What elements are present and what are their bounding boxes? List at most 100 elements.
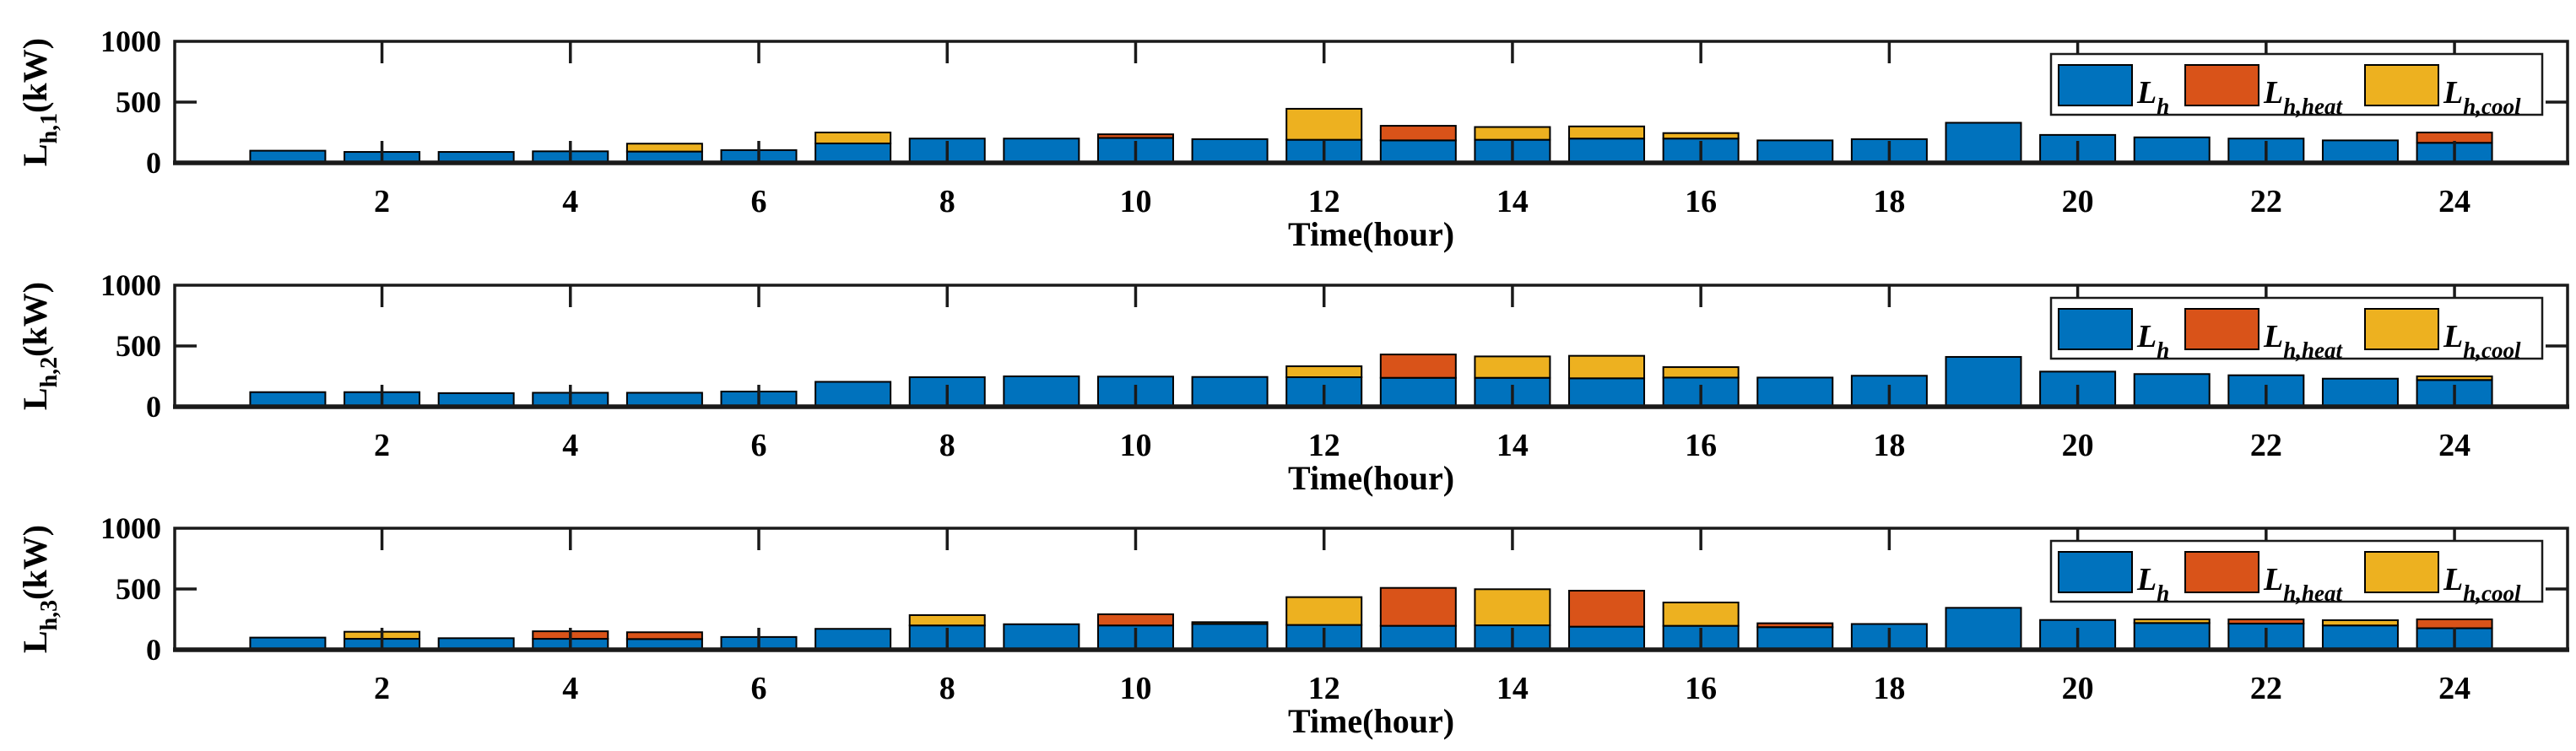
- x-tick-label: 6: [751, 428, 767, 463]
- bar-segment-cool-h12: [1285, 107, 1363, 141]
- bar-segment-load-h19: [1945, 355, 2022, 408]
- x-tick-label: 14: [1496, 671, 1529, 706]
- bar-segment-cool-h14: [1474, 355, 1551, 379]
- legend-label-cool: Lh,cool: [2443, 562, 2521, 606]
- subplot-2: 2 4 6 8 10 12 14 16 18 20 22 2405001000Lh,2(kW)Time…: [16, 268, 2569, 497]
- x-tick-label: 12: [1308, 428, 1340, 463]
- bar-segment-load-h11: [1191, 138, 1269, 164]
- bar-segment-heat-h17: [1756, 622, 1834, 629]
- bar-segment-load-h23: [2321, 377, 2399, 408]
- bar-segment-load-h21: [2133, 622, 2211, 651]
- legend: Lh Lh,heat Lh,cool: [2049, 539, 2544, 606]
- bar-segment-cool-h21: [2133, 619, 2211, 624]
- legend-label-cool: Lh,cool: [2443, 319, 2521, 363]
- x-tick-label: 8: [939, 671, 955, 706]
- x-tick-label: 22: [2250, 428, 2282, 463]
- x-axis-label: Time(hour): [1288, 702, 1454, 740]
- y-tick-label: 500: [116, 572, 161, 606]
- y-axis-label: Lh,2(kW): [16, 282, 62, 410]
- bar-segment-load-h7: [814, 381, 892, 408]
- bar-segment-heat-h13: [1379, 354, 1457, 379]
- legend-swatch-heat: [2184, 308, 2259, 350]
- bar-segment-cool-h16: [1662, 366, 1740, 379]
- bar-segment-heat-h13: [1379, 125, 1457, 142]
- x-tick-label: 22: [2250, 671, 2282, 706]
- bar-segment-heat-h15: [1568, 590, 1646, 628]
- x-tick-label: 24: [2438, 428, 2470, 463]
- y-tick-label: 500: [116, 85, 161, 119]
- bar-segment-load-h19: [1945, 607, 2022, 651]
- bar-segment-load-h21: [2133, 373, 2211, 408]
- x-tick-label: 14: [1496, 428, 1529, 463]
- bar-segment-heat-h13: [1379, 586, 1457, 627]
- legend-swatch-load: [2058, 64, 2133, 106]
- bar-segment-cool-h7: [814, 132, 892, 144]
- y-tick-label: 0: [146, 390, 161, 424]
- legend-swatch-cool: [2364, 308, 2439, 350]
- x-axis-label: Time(hour): [1288, 459, 1454, 497]
- legend: Lh Lh,heat Lh,cool: [2049, 52, 2544, 119]
- x-tick-label: 10: [1119, 184, 1151, 219]
- x-tick-label: 10: [1119, 428, 1151, 463]
- x-tick-label: 16: [1685, 671, 1717, 706]
- x-tick-label: 20: [2062, 428, 2094, 463]
- legend-swatch-cool: [2364, 551, 2439, 593]
- x-tick-label: 2: [374, 428, 390, 463]
- bar-segment-load-h17: [1756, 626, 1834, 651]
- bar-segment-load-h9: [1003, 623, 1080, 651]
- bar-segment-load-h13: [1379, 376, 1457, 408]
- bar-segment-load-h7: [814, 628, 892, 651]
- x-tick-label: 6: [751, 671, 767, 706]
- bar-segment-load-h7: [814, 142, 892, 165]
- x-tick-label: 24: [2438, 671, 2470, 706]
- legend: Lh Lh,heat Lh,cool: [2049, 296, 2544, 363]
- y-tick-label: 0: [146, 146, 161, 180]
- x-tick-label: 20: [2062, 184, 2094, 219]
- x-tick-label: 20: [2062, 671, 2094, 706]
- bar-segment-load-h9: [1003, 376, 1080, 408]
- bar-segment-heat-h10: [1096, 133, 1174, 139]
- bar-segment-load-h19: [1945, 122, 2022, 164]
- legend-label-load: Lh: [2136, 562, 2169, 606]
- bar-segment-load-h21: [2133, 136, 2211, 164]
- bar-segment-cool-h14: [1474, 588, 1551, 627]
- bar-segment-cool-h15: [1568, 125, 1646, 140]
- x-tick-label: 18: [1873, 184, 1905, 219]
- y-tick-label: 0: [146, 633, 161, 667]
- bar-segment-cool-h5: [625, 143, 703, 153]
- bar-segment-load-h23: [2321, 624, 2399, 651]
- bar-segment-load-h23: [2321, 139, 2399, 164]
- x-axis-label: Time(hour): [1288, 215, 1454, 253]
- y-tick-label: 1000: [100, 511, 161, 545]
- bar-segment-heat-h24: [2416, 619, 2493, 629]
- bar-segment-cool-h16: [1662, 601, 1740, 627]
- x-tick-label: 16: [1685, 428, 1717, 463]
- bar-segment-load-h15: [1568, 377, 1646, 408]
- x-tick-label: 24: [2438, 184, 2470, 219]
- legend-label-heat: Lh,heat: [2263, 319, 2343, 363]
- legend-label-load: Lh: [2136, 75, 2169, 119]
- y-axis-label: Lh,1(kW): [16, 38, 62, 166]
- bar-segment-load-h11: [1191, 623, 1269, 651]
- x-tick-label: 16: [1685, 184, 1717, 219]
- bar-segment-load-h17: [1756, 139, 1834, 164]
- x-tick-label: 22: [2250, 184, 2282, 219]
- bar-segment-heat-h22: [2227, 619, 2305, 625]
- bar-segment-load-h9: [1003, 138, 1080, 164]
- bar-segment-load-h15: [1568, 625, 1646, 651]
- x-tick-label: 4: [562, 428, 578, 463]
- x-tick-label: 4: [562, 671, 578, 706]
- bar-segment-load-h13: [1379, 624, 1457, 651]
- bar-segment-cool-h12: [1285, 365, 1363, 379]
- x-tick-label: 12: [1308, 671, 1340, 706]
- x-tick-label: 6: [751, 184, 767, 219]
- legend-swatch-heat: [2184, 551, 2259, 593]
- subplot-1: 2 4 6 8 10 12 14 16 18 20 22 2405001000Lh,1(kW)Time…: [16, 24, 2569, 253]
- y-tick-label: 1000: [100, 24, 161, 58]
- legend-label-cool: Lh,cool: [2443, 75, 2521, 119]
- x-tick-label: 8: [939, 428, 955, 463]
- bar-segment-cool-h24: [2416, 376, 2493, 381]
- x-tick-label: 4: [562, 184, 578, 219]
